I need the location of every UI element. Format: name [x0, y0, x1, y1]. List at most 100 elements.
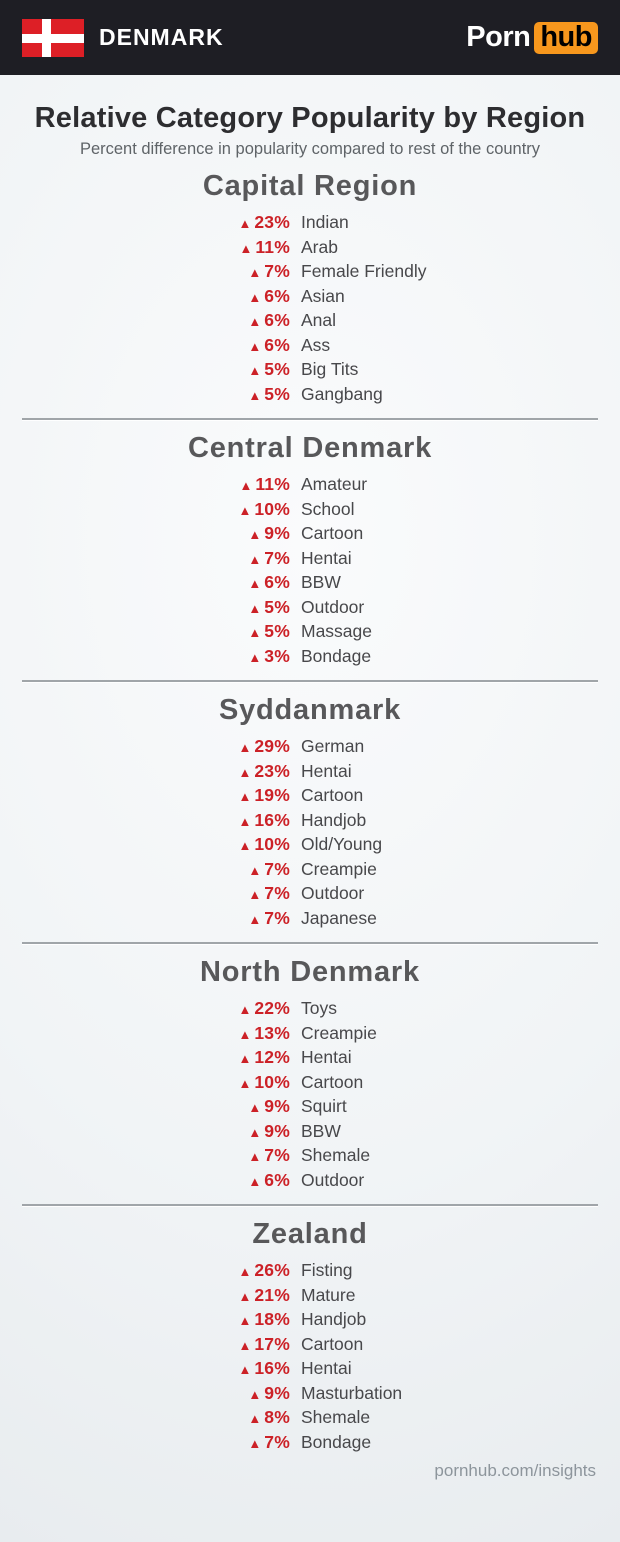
stat-row: ▲ 5% Gangbang: [0, 382, 620, 407]
stat-label: Gangbang: [301, 383, 383, 404]
stat-row: ▲ 13% Creampie: [0, 1021, 620, 1046]
stat-value: 7%: [264, 261, 290, 281]
title-block: Relative Category Popularity by Region P…: [0, 75, 620, 160]
stat-value: 7%: [264, 907, 290, 928]
stat-row: ▲ 10% Old/Young: [0, 832, 620, 857]
country-label: DENMARK: [99, 24, 224, 50]
stat-value: 7%: [264, 858, 290, 879]
stat-value: 23%: [254, 212, 290, 232]
up-triangle-icon: ▲: [248, 576, 262, 591]
up-triangle-icon: ▲: [248, 1149, 262, 1164]
stat-value: 6%: [264, 285, 290, 306]
stat-percent: ▲ 6%: [0, 1168, 290, 1195]
stat-value: 13%: [254, 1022, 290, 1043]
stat-row: ▲ 3% Bondage: [0, 644, 620, 669]
region-title: North Denmark: [200, 956, 420, 988]
stat-percent: ▲ 3%: [0, 644, 290, 671]
stat-label: Outdoor: [301, 883, 365, 903]
stat-value: 9%: [264, 523, 290, 543]
stat-value: 10%: [254, 1071, 290, 1092]
page-title: Relative Category Popularity by Region: [34, 102, 586, 134]
region-title: Syddanmark: [218, 694, 402, 726]
stat-percent: ▲ 9%: [0, 521, 290, 548]
stat-label: Japanese: [301, 907, 377, 928]
stat-value: 23%: [254, 760, 290, 781]
stat-label: Shemale: [301, 1407, 371, 1427]
stat-label: Outdoor: [301, 596, 365, 617]
stat-percent: ▲ 8%: [0, 1405, 290, 1432]
stat-row: ▲ 16% Hentai: [0, 1356, 620, 1381]
stat-row: ▲ 7% Outdoor: [0, 881, 620, 906]
stat-label: Creampie: [301, 858, 377, 879]
stat-percent: ▲ 16%: [0, 808, 290, 835]
up-triangle-icon: ▲: [248, 527, 262, 542]
stat-label: Bondage: [301, 645, 372, 666]
up-triangle-icon: ▲: [238, 838, 252, 853]
region-title: Zealand: [252, 1218, 368, 1250]
up-triangle-icon: ▲: [238, 813, 252, 829]
stat-label: BBW: [301, 572, 341, 592]
stat-percent: ▲ 16%: [0, 1356, 290, 1383]
stats-list: ▲ 26% Fisting ▲ 21% Mature ▲ 18% Handjob ▲ 1…: [0, 1258, 620, 1454]
up-triangle-icon: ▲: [238, 789, 252, 804]
stat-row: ▲ 11% Amateur: [0, 472, 620, 497]
up-triangle-icon: ▲: [248, 1386, 262, 1402]
up-triangle-icon: ▲: [238, 764, 252, 780]
stat-value: 6%: [264, 310, 290, 330]
stat-percent: ▲ 7%: [0, 857, 290, 884]
stat-row: ▲ 8% Shemale: [0, 1405, 620, 1430]
stats-list: ▲ 11% Amateur ▲ 10% School ▲ 9% Cartoon ▲ 7%…: [0, 472, 620, 668]
up-triangle-icon: ▲: [248, 1411, 262, 1426]
stat-value: 29%: [254, 736, 290, 756]
region-section-syddanmark: Syddanmark ▲ 29% German ▲ 23% Hentai ▲ 19% …: [0, 694, 620, 930]
stat-value: 18%: [254, 1309, 290, 1329]
stat-row: ▲ 12% Hentai: [0, 1045, 620, 1070]
up-triangle-icon: ▲: [238, 1313, 252, 1328]
up-triangle-icon: ▲: [248, 1124, 262, 1140]
up-triangle-icon: ▲: [238, 502, 252, 518]
stat-row: ▲ 23% Hentai: [0, 759, 620, 784]
stat-label: School: [301, 498, 355, 519]
stat-label: Old/Young: [301, 834, 383, 854]
stat-label: Cartoon: [301, 785, 364, 805]
stat-percent: ▲ 9%: [0, 1119, 290, 1146]
stat-percent: ▲ 6%: [0, 570, 290, 597]
stat-row: ▲ 5% Massage: [0, 619, 620, 644]
stat-value: 11%: [255, 236, 290, 257]
stats-list: ▲ 23% Indian ▲ 11% Arab ▲ 7% Female Friendl…: [0, 210, 620, 406]
stat-value: 9%: [264, 1096, 290, 1116]
up-triangle-icon: ▲: [248, 887, 262, 902]
stat-row: ▲ 11% Arab: [0, 235, 620, 260]
stat-label: Cartoon: [301, 1071, 364, 1092]
stat-row: ▲ 16% Handjob: [0, 808, 620, 833]
stat-row: ▲ 7% Creampie: [0, 857, 620, 882]
stat-label: Indian: [301, 212, 349, 232]
stat-value: 11%: [255, 474, 290, 494]
stat-value: 7%: [264, 1145, 290, 1165]
stat-percent: ▲ 11%: [0, 472, 290, 499]
stat-value: 9%: [264, 1382, 290, 1403]
header-bar: DENMARK Porn hub: [0, 0, 620, 75]
up-triangle-icon: ▲: [248, 551, 262, 567]
stat-value: 7%: [264, 1431, 290, 1452]
stat-label: Handjob: [301, 809, 367, 830]
up-triangle-icon: ▲: [238, 1026, 252, 1042]
up-triangle-icon: ▲: [239, 240, 253, 256]
stat-label: Masturbation: [301, 1382, 403, 1403]
stat-label: Bondage: [301, 1431, 372, 1452]
up-triangle-icon: ▲: [248, 289, 262, 305]
stat-percent: ▲ 13%: [0, 1021, 290, 1048]
stat-percent: ▲ 5%: [0, 595, 290, 622]
up-triangle-icon: ▲: [238, 1075, 252, 1091]
stat-label: Creampie: [301, 1022, 377, 1043]
stat-label: Cartoon: [301, 523, 364, 543]
stat-row: ▲ 9% Squirt: [0, 1094, 620, 1119]
stat-label: Massage: [301, 621, 373, 641]
stat-label: Asian: [301, 285, 345, 306]
up-triangle-icon: ▲: [238, 1051, 252, 1066]
stat-row: ▲ 7% Japanese: [0, 906, 620, 931]
stat-percent: ▲ 9%: [0, 1381, 290, 1408]
stat-label: Shemale: [301, 1145, 371, 1165]
stat-value: 6%: [264, 334, 290, 355]
